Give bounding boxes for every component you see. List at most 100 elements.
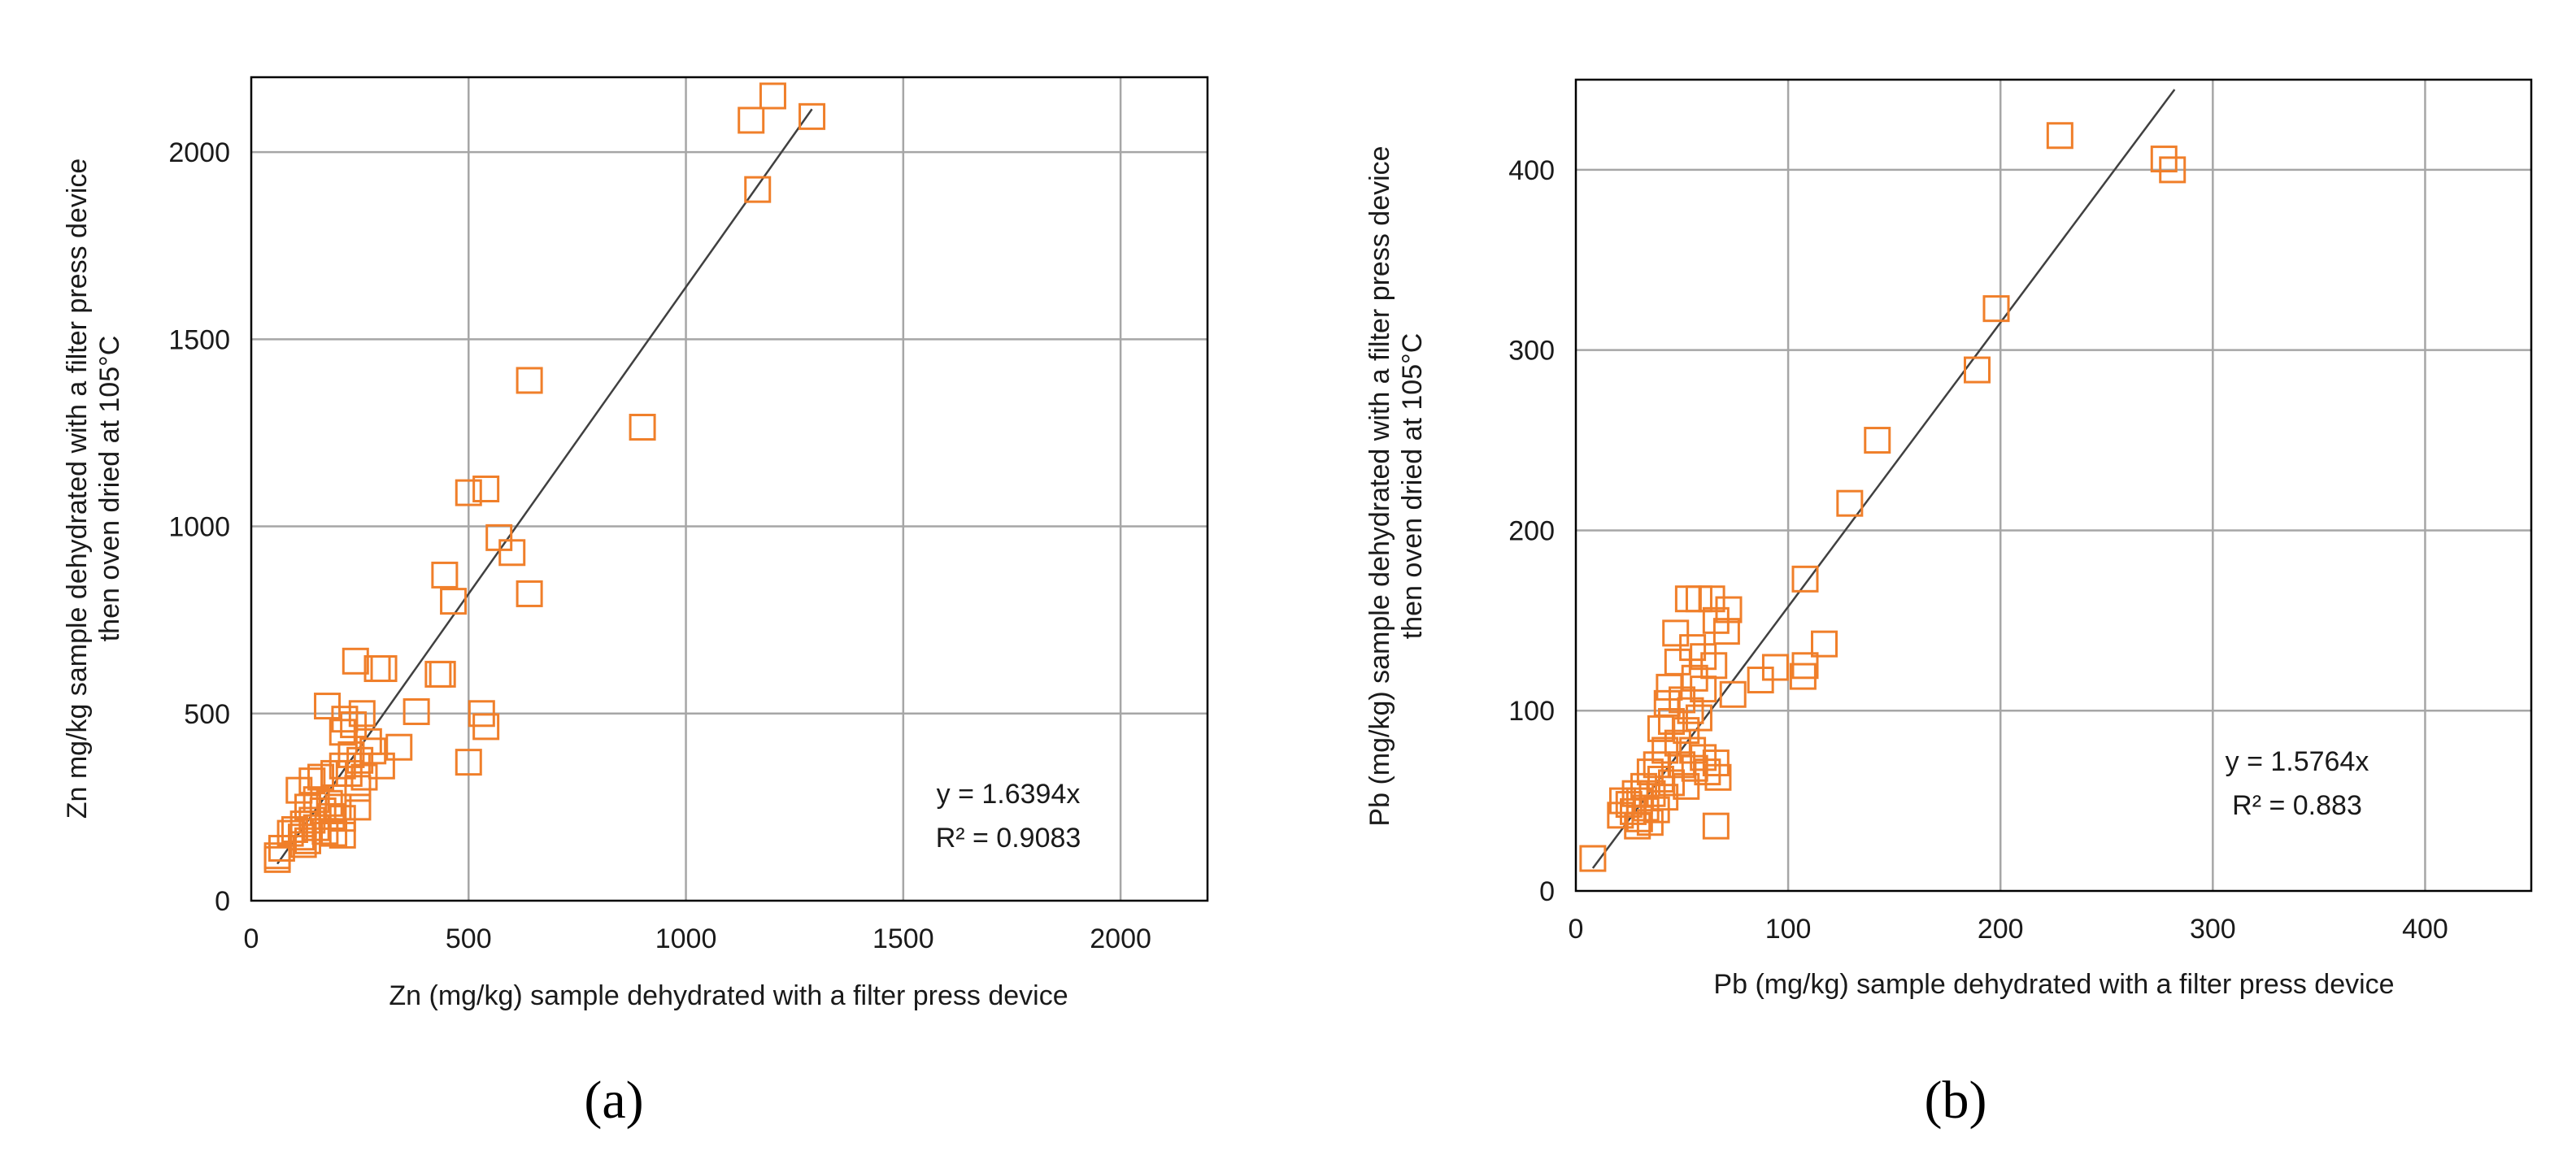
- chart-a-point-2: [798, 102, 826, 130]
- chart-b-point-43: [1694, 758, 1721, 786]
- chart-a-point-17: [429, 660, 456, 688]
- chart-b-x-tick-1: 100: [1765, 914, 1812, 945]
- chart-b-point-58: [1607, 802, 1634, 829]
- chart-a-point-25: [348, 700, 376, 728]
- chart-b-y-tick-0: 0: [1539, 876, 1555, 907]
- chart-b-r-squared: R² = 0.883: [2232, 790, 2362, 821]
- chart-b-point-15: [1712, 618, 1740, 645]
- chart-b-point-63: [1702, 812, 1730, 840]
- chart-b-pb: 0 100 200 300 400 0 100 200 300 400 Pb (mg/kg) s…: [1364, 78, 2533, 1130]
- chart-a-y-tick-1: 500: [184, 699, 230, 730]
- chart-a-point-3: [744, 176, 772, 203]
- chart-b-x-axis-label: Pb (mg/kg) sample dehydrated with a filt…: [1713, 969, 2394, 1000]
- chart-a-x-tick-2: 1000: [655, 923, 717, 954]
- chart-a-x-tick-4: 2000: [1090, 923, 1151, 954]
- chart-a-zn: 0 500 1000 1500 2000 0 500 1000 1500 2000 Zn (mg…: [62, 76, 1209, 1130]
- chart-b-x-tick-3: 300: [2190, 914, 2236, 945]
- chart-a-point-62: [263, 845, 291, 873]
- chart-b-y-tick-labels: 0 100 200 300 400: [1508, 155, 1555, 907]
- chart-b-plot-frame: [1574, 78, 2533, 893]
- chart-a-x-tick-1: 500: [446, 923, 492, 954]
- chart-b-point-62: [1624, 812, 1651, 840]
- chart-a-point-19: [402, 697, 430, 725]
- chart-b-point-60: [1625, 805, 1653, 832]
- chart-a-panel-label: (a): [584, 1071, 643, 1130]
- chart-b-points: [1579, 122, 2187, 872]
- chart-b-y-tick-4: 400: [1508, 155, 1555, 186]
- chart-b-y-tick-1: 100: [1508, 696, 1555, 727]
- chart-a-point-10: [516, 580, 543, 607]
- chart-b-point-45: [1636, 758, 1664, 786]
- chart-b-point-10: [1789, 663, 1817, 690]
- chart-b-equation: y = 1.5764x: [2226, 746, 2369, 777]
- chart-a-point-22: [455, 749, 482, 776]
- chart-a-point-6: [455, 479, 482, 506]
- chart-a-plot-frame: [250, 76, 1209, 902]
- chart-a-points: [263, 82, 826, 873]
- chart-b-x-tick-4: 400: [2402, 914, 2448, 945]
- chart-a-y-tick-0: 0: [215, 886, 230, 917]
- chart-a-y-tick-4: 2000: [168, 137, 230, 168]
- chart-a-point-0: [738, 106, 765, 134]
- chart-a-point-57: [294, 827, 321, 854]
- chart-b-y-tick-2: 200: [1508, 515, 1555, 546]
- chart-a-y-tick-labels: 0 500 1000 1500 2000: [168, 137, 230, 917]
- chart-a-point-1: [759, 82, 786, 110]
- chart-a-point-29: [385, 733, 413, 761]
- chart-a-point-12: [440, 588, 468, 615]
- chart-a-point-21: [472, 713, 500, 741]
- chart-b-panel-label: (b): [1925, 1071, 1987, 1130]
- chart-b-point-34: [1647, 715, 1674, 742]
- chart-a-point-37: [344, 775, 372, 802]
- chart-b-point-9: [1791, 652, 1819, 680]
- chart-a-y-axis-label-line2: then oven dried at 105°C: [94, 336, 125, 642]
- chart-b-point-16: [1702, 606, 1730, 634]
- chart-a-point-35: [335, 759, 363, 787]
- chart-b-point-47: [1658, 769, 1685, 797]
- chart-a-point-9: [498, 539, 526, 567]
- chart-b-point-0: [2046, 122, 2073, 150]
- chart-b-y-axis-label-line2: then oven dried at 105°C: [1397, 333, 1428, 640]
- chart-a-point-4: [516, 367, 543, 394]
- chart-a-equation: y = 1.6394x: [937, 779, 1081, 810]
- chart-a-point-40: [285, 776, 313, 804]
- chart-b-point-3: [1982, 295, 2010, 323]
- chart-a-x-tick-3: 1500: [872, 923, 934, 954]
- chart-a-x-tick-0: 0: [244, 923, 259, 954]
- chart-a-r-squared: R² = 0.9083: [936, 823, 1081, 854]
- chart-b-point-20: [1662, 619, 1690, 647]
- chart-a-x-tick-labels: 0 500 1000 1500 2000: [244, 923, 1151, 954]
- chart-b-grid: [1576, 80, 2531, 891]
- chart-a-y-axis-label-line1: Zn mg/kg sample dehydrated with a filter…: [62, 159, 93, 819]
- chart-b-point-8: [1811, 630, 1838, 658]
- chart-a-point-59: [289, 831, 317, 858]
- chart-b-point-24: [1664, 648, 1691, 676]
- chart-b-point-4: [1964, 356, 1991, 384]
- chart-b-x-tick-labels: 0 100 200 300 400: [1569, 914, 2448, 945]
- chart-b-point-7: [1791, 565, 1819, 593]
- chart-a-point-7: [472, 476, 500, 502]
- chart-b-point-39: [1651, 736, 1679, 764]
- chart-a-point-15: [370, 655, 398, 683]
- chart-a-point-11: [431, 561, 459, 589]
- chart-a-point-55: [329, 821, 356, 849]
- chart-a-point-26: [329, 719, 356, 746]
- chart-b-point-38: [1702, 749, 1730, 777]
- chart-b-x-tick-0: 0: [1569, 914, 1584, 945]
- chart-b-point-21: [1679, 634, 1707, 662]
- chart-b-point-44: [1704, 763, 1732, 791]
- chart-b-point-19: [1674, 585, 1702, 613]
- chart-b-point-54: [1615, 791, 1643, 819]
- chart-b-point-32: [1658, 708, 1685, 736]
- chart-b-point-64: [1579, 845, 1607, 872]
- chart-a-point-54: [320, 819, 348, 847]
- chart-a-grid: [251, 77, 1208, 901]
- chart-a-y-tick-2: 1000: [168, 512, 230, 543]
- chart-b-point-1: [2150, 146, 2178, 173]
- chart-b-point-13: [1719, 680, 1747, 708]
- chart-b-point-5: [1864, 427, 1891, 454]
- chart-a-point-5: [629, 414, 656, 441]
- chart-b-x-tick-2: 200: [1978, 914, 2024, 945]
- chart-b-y-axis-label-line1: Pb (mg/kg) sample dehydrated with a filt…: [1364, 146, 1395, 826]
